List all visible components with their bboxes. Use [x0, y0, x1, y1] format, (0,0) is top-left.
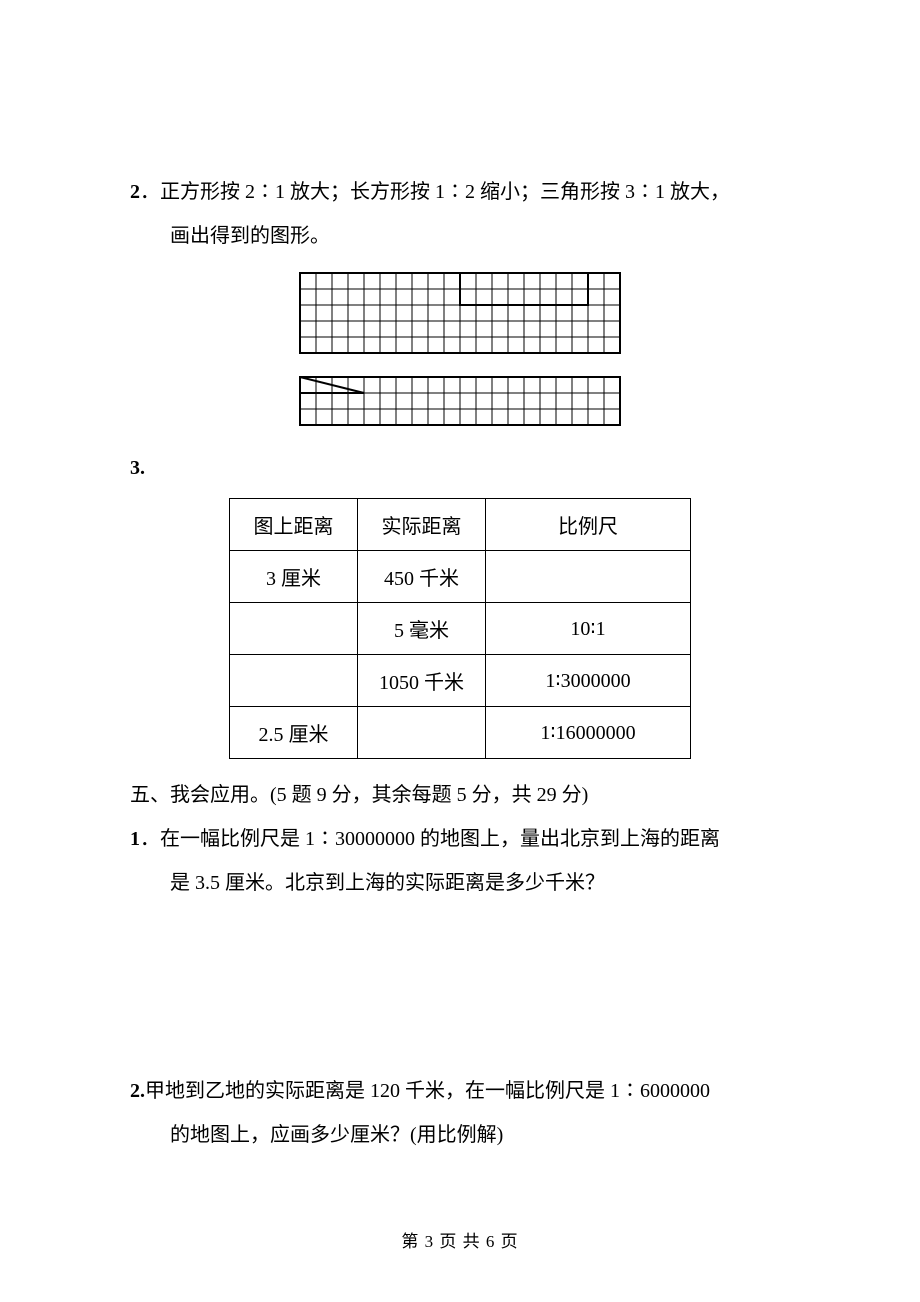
- cell: [230, 603, 358, 655]
- cell: 1∶3000000: [486, 655, 691, 707]
- question-1-line1: 1．在一幅比例尺是 1∶30000000 的地图上，量出北京到上海的距离: [130, 817, 790, 861]
- problem-2-number: 2: [130, 181, 140, 203]
- question-2-line2: 的地图上，应画多少厘米？(用比例解): [130, 1113, 790, 1157]
- cell: [230, 655, 358, 707]
- th-scale: 比例尺: [486, 499, 691, 551]
- question-2-number: 2.: [130, 1080, 145, 1102]
- question-1-text1: 在一幅比例尺是 1∶30000000 的地图上，量出北京到上海的距离: [160, 828, 720, 850]
- th-real-distance: 实际距离: [358, 499, 486, 551]
- cell: 2.5 厘米: [230, 707, 358, 759]
- scale-table: 图上距离 实际距离 比例尺 3 厘米 450 千米 5 毫米 10∶1: [229, 498, 691, 759]
- table-row: 5 毫米 10∶1: [230, 603, 691, 655]
- question-1-number: 1: [130, 828, 140, 850]
- problem-2: 2．正方形按 2∶1 放大；长方形按 1∶2 缩小；三角形按 3∶1 放大， 画…: [130, 170, 790, 258]
- question-1-line2: 是 3.5 厘米。北京到上海的实际距离是多少千米？: [130, 861, 790, 905]
- problem-2-dot: ．: [140, 181, 160, 203]
- table-header-row: 图上距离 实际距离 比例尺: [230, 499, 691, 551]
- grid-area: [130, 272, 790, 426]
- th-map-distance: 图上距离: [230, 499, 358, 551]
- grid-upper: [299, 272, 621, 354]
- question-1-dot: ．: [140, 828, 160, 850]
- cell: 450 千米: [358, 551, 486, 603]
- page-footer: 第 3 页 共 6 页: [0, 1227, 920, 1252]
- section-5-heading: 五、我会应用。(5 题 9 分，其余每题 5 分，共 29 分): [130, 773, 790, 817]
- cell: 10∶1: [486, 603, 691, 655]
- answer-space-1: [130, 919, 790, 1069]
- problem-2-line1: 2．正方形按 2∶1 放大；长方形按 1∶2 缩小；三角形按 3∶1 放大，: [130, 170, 790, 214]
- problem-2-line2: 画出得到的图形。: [130, 214, 790, 258]
- problem-3-number: 3.: [130, 446, 790, 490]
- cell: 1050 千米: [358, 655, 486, 707]
- grid-lower: [299, 376, 621, 426]
- cell: 5 毫米: [358, 603, 486, 655]
- question-2: 2.甲地到乙地的实际距离是 120 千米，在一幅比例尺是 1∶6000000 的…: [130, 1069, 790, 1157]
- cell: 1∶16000000: [486, 707, 691, 759]
- problem-2-text1: 正方形按 2∶1 放大；长方形按 1∶2 缩小；三角形按 3∶1 放大，: [160, 181, 730, 203]
- cell: [358, 707, 486, 759]
- table-row: 3 厘米 450 千米: [230, 551, 691, 603]
- question-2-text1: 甲地到乙地的实际距离是 120 千米，在一幅比例尺是 1∶6000000: [145, 1080, 710, 1102]
- page: 2．正方形按 2∶1 放大；长方形按 1∶2 缩小；三角形按 3∶1 放大， 画…: [0, 0, 920, 1302]
- problem-3: 3. 图上距离 实际距离 比例尺 3 厘米 450 千米: [130, 446, 790, 759]
- table-row: 1050 千米 1∶3000000: [230, 655, 691, 707]
- question-1: 1．在一幅比例尺是 1∶30000000 的地图上，量出北京到上海的距离 是 3…: [130, 817, 790, 905]
- table-row: 2.5 厘米 1∶16000000: [230, 707, 691, 759]
- cell: [486, 551, 691, 603]
- table-wrap: 图上距离 实际距离 比例尺 3 厘米 450 千米 5 毫米 10∶1: [130, 498, 790, 759]
- cell: 3 厘米: [230, 551, 358, 603]
- question-2-line1: 2.甲地到乙地的实际距离是 120 千米，在一幅比例尺是 1∶6000000: [130, 1069, 790, 1113]
